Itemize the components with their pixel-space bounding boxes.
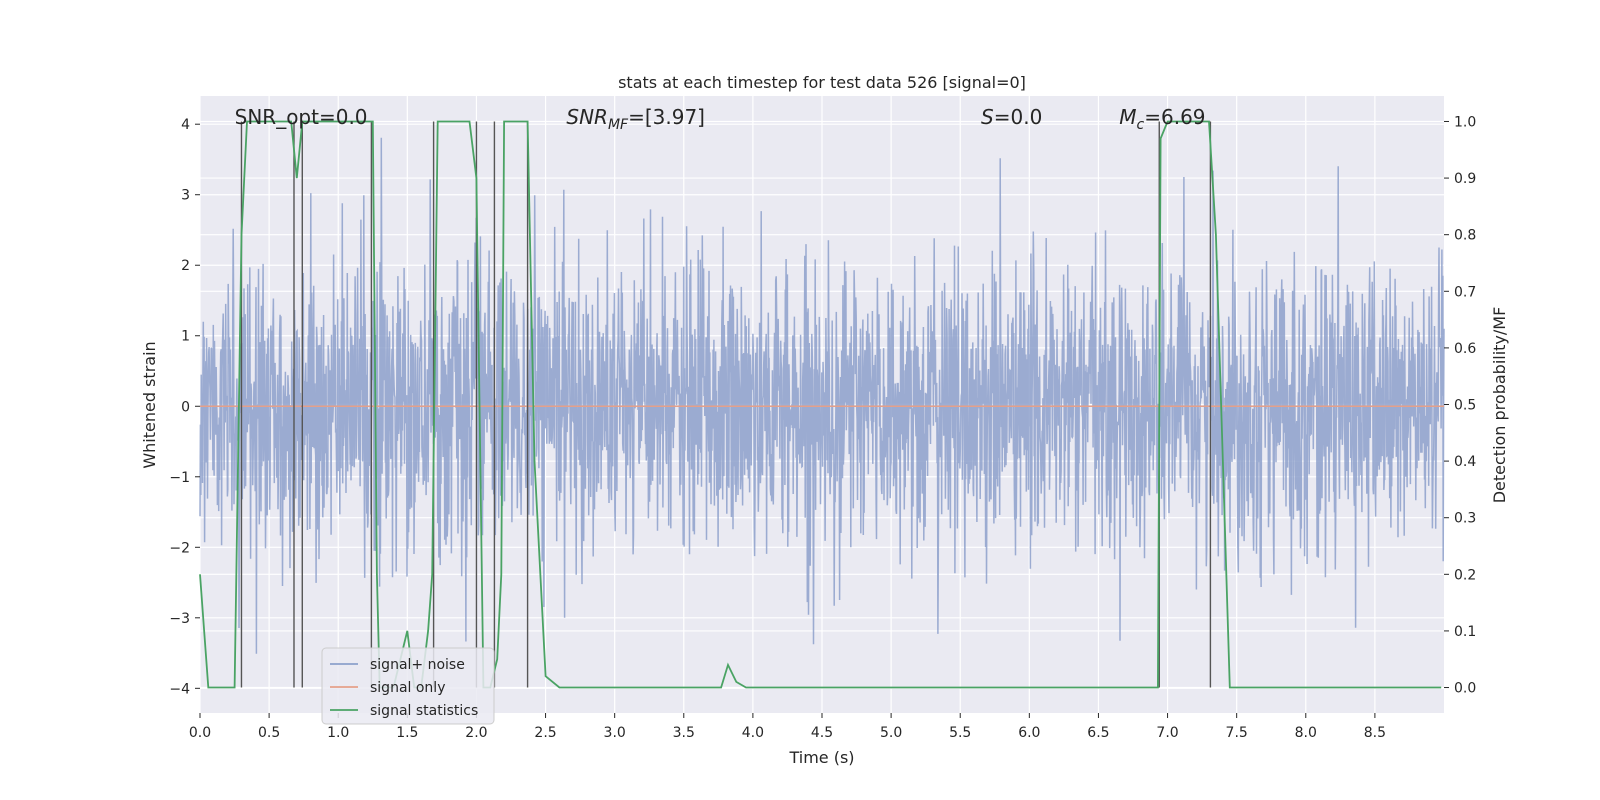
chart-title: stats at each timestep for test data 526… [618,73,1026,92]
x-tick-label: 3.0 [604,725,626,741]
y-left-tick-label: −3 [169,611,190,627]
y-right-tick-label: 0.0 [1454,681,1476,697]
y-right-tick-label: 1.0 [1454,114,1476,130]
x-tick-label: 8.0 [1295,725,1317,741]
series-signal-noise [199,137,1445,654]
annotation: Mc=6.69 [1119,105,1205,133]
x-tick-label: 1.5 [396,725,418,741]
x-tick-label: 2.0 [465,725,487,741]
x-tick-label: 7.5 [1226,725,1248,741]
y-right-tick-label: 0.4 [1454,454,1476,470]
x-tick-label: 4.5 [811,725,833,741]
y-right-tick-label: 0.9 [1454,171,1476,187]
y-left-tick-label: −1 [169,470,190,486]
x-tick-label: 6.0 [1018,725,1040,741]
x-tick-label: 0.0 [189,725,211,741]
y-left-tick-label: 2 [181,258,190,274]
y-left-tick-label: −4 [169,681,190,697]
y-left-tick-label: 1 [181,329,190,345]
ticks: 0.0 0.5 1.0 1.5 2.0 2.5 3.0 3.5 4.0 4.5 5.0 5.5 6.0 6… [169,114,1476,741]
legend-box [321,647,495,725]
y-right-tick-label: 0.7 [1454,284,1476,300]
x-tick-label: 6.5 [1087,725,1109,741]
annotation: SNRMF=[3.97] [566,105,705,133]
y-right-tick-label: 0.5 [1454,398,1476,414]
y-right-tick-label: 0.3 [1454,511,1476,527]
x-tick-label: 0.5 [258,725,280,741]
legend-label: signal statistics [370,703,478,719]
legend-label: signal+ noise [370,657,465,673]
y-left-tick-label: 4 [181,117,190,133]
x-tick-label: 8.5 [1364,725,1386,741]
x-tick-label: 5.5 [949,725,971,741]
y-right-tick-label: 0.2 [1454,567,1476,583]
y-axis-title-right: Detection probability/MF [1490,307,1509,504]
legend-label: signal only [370,680,445,696]
x-tick-label: 4.0 [742,725,764,741]
x-axis-title: Time (s) [788,748,854,767]
x-tick-label: 7.0 [1156,725,1178,741]
annotation: SNR_opt=0.0 [235,105,368,129]
x-tick-label: 5.0 [880,725,902,741]
y-axis-title-left: Whitened strain [140,341,159,468]
y-left-tick-label: 3 [181,188,190,204]
noise-line [199,137,1445,654]
y-right-tick-label: 0.6 [1454,341,1476,357]
legend: signal+ noise signal only signal statistic… [321,647,495,725]
statistics-line [199,120,1442,689]
y-left-tick-label: −2 [169,540,190,556]
x-tick-label: 1.0 [327,725,349,741]
series-signal-statistics [199,120,1442,689]
y-left-tick-label: 0 [181,399,190,415]
y-right-tick-label: 0.8 [1454,228,1476,244]
y-right-tick-label: 0.1 [1454,624,1476,640]
annotations: SNR_opt=0.0 SNRMF=[3.97] S=0.0 Mc=6.69 [235,105,1206,133]
x-tick-label: 3.5 [673,725,695,741]
x-tick-label: 2.5 [534,725,556,741]
annotation: S=0.0 [981,105,1042,129]
